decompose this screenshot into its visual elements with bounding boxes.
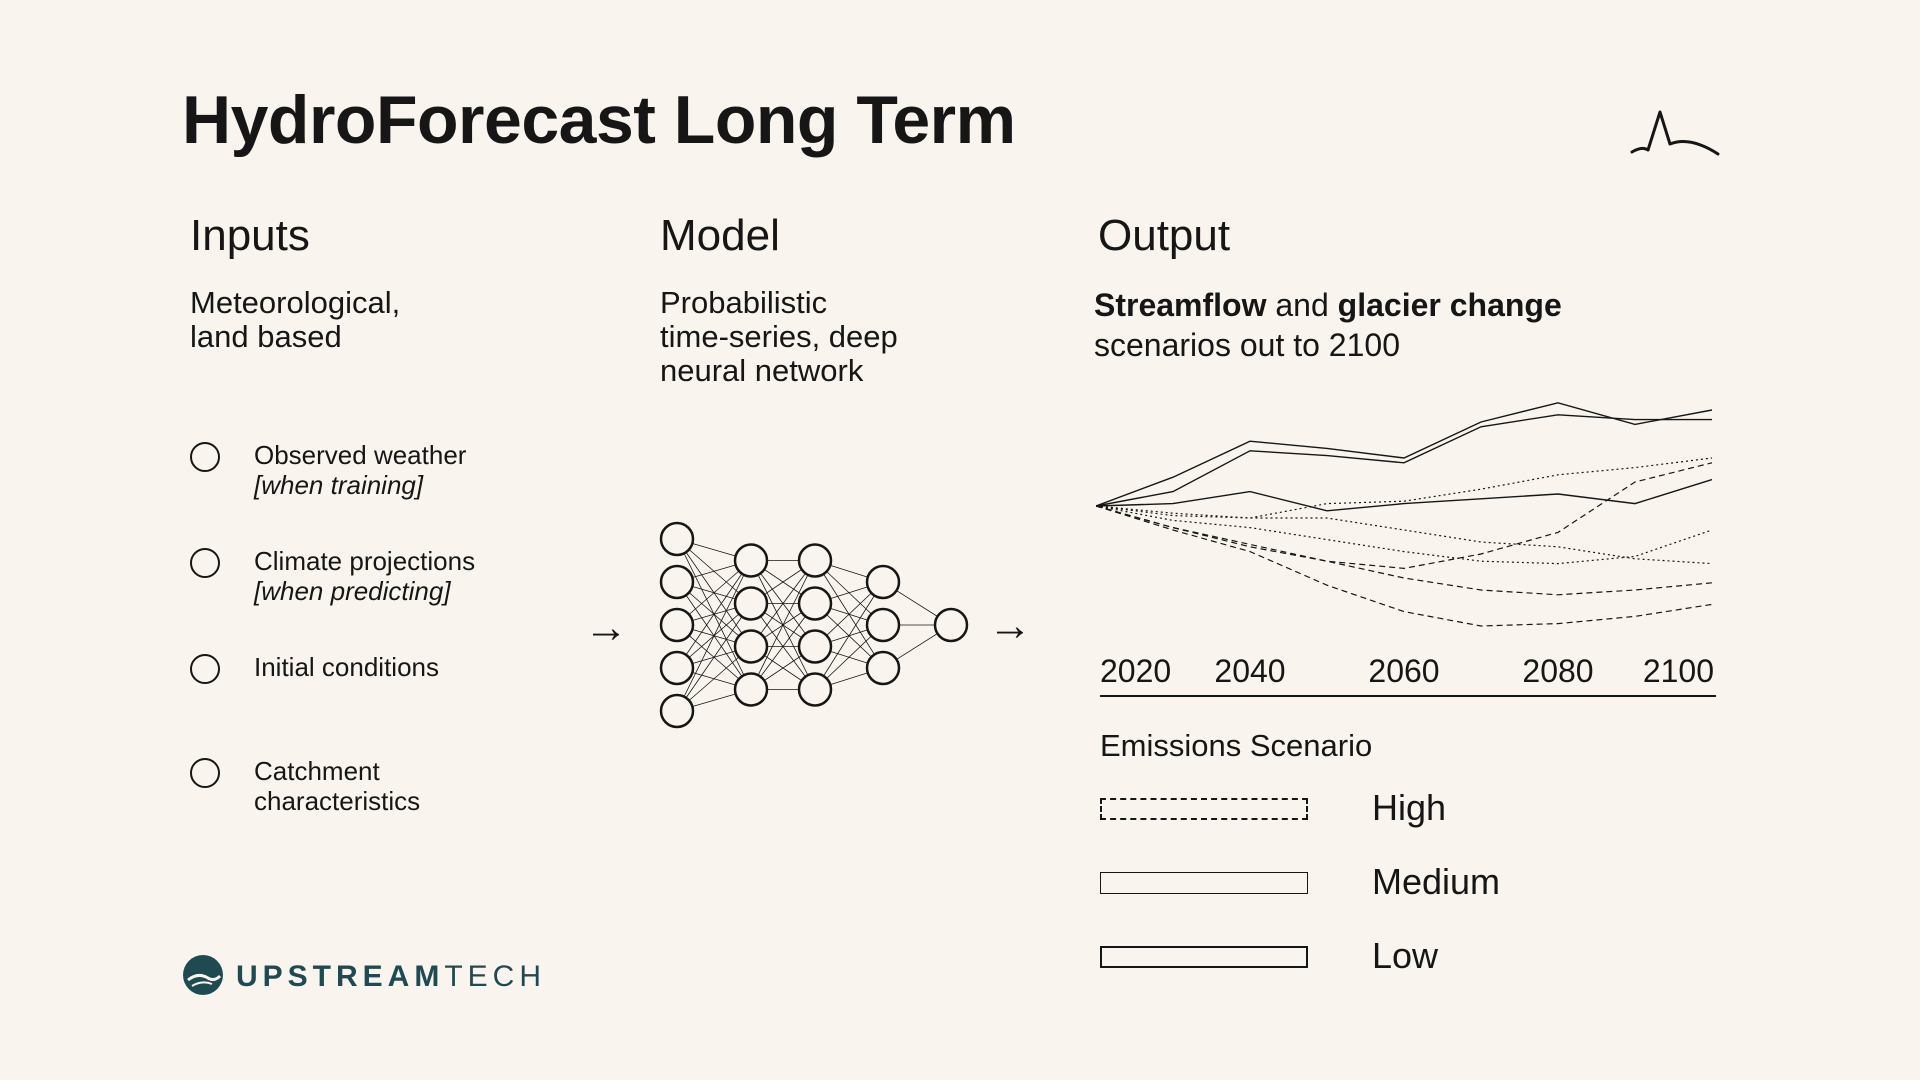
input-item-note: [when predicting]: [254, 576, 451, 606]
scenario-chart: 2020 2040 2060 2080 2100: [1096, 402, 1716, 697]
input-item-initial-conditions: Initial conditions: [190, 650, 550, 720]
circle-icon: [190, 758, 220, 788]
series-line-dashed: [1096, 462, 1713, 570]
nn-node: [797, 543, 833, 578]
glacier-term: glacier change: [1337, 287, 1562, 323]
nn-node: [733, 672, 769, 707]
nn-node: [797, 586, 833, 621]
nn-node: [659, 693, 695, 729]
x-tick-label: 2060: [1368, 653, 1439, 689]
page-title: HydroForecast Long Term: [182, 82, 1016, 158]
thin-swatch: [1100, 872, 1308, 894]
series-line-solid: [1096, 478, 1713, 512]
series-line-dashed: [1096, 505, 1713, 627]
upstream-tech-brand: UPSTREAMTECH: [182, 954, 542, 998]
legend-item-medium: Medium: [1100, 862, 1540, 902]
model-heading: Model: [660, 211, 780, 260]
series-line-dotted: [1096, 505, 1713, 565]
legend-item-low: Low: [1100, 936, 1540, 976]
legend-label: High: [1372, 787, 1447, 828]
input-item-label: Observed weather: [254, 440, 467, 470]
neural-network-diagram: [659, 521, 969, 729]
nn-node: [797, 672, 833, 707]
circle-icon: [190, 654, 220, 684]
input-item-observed-weather: Observed weather [when training]: [190, 438, 550, 508]
inputs-subtitle-line: Meteorological,: [190, 285, 401, 320]
hydrograph-peak-icon: [1630, 110, 1720, 156]
nn-edge: [750, 560, 816, 647]
nn-edge: [750, 560, 816, 690]
nn-node: [733, 629, 769, 664]
output-subtitle: Streamflow and glacier change scenarios …: [1094, 285, 1562, 365]
input-item-catchment: Catchment characteristics: [190, 754, 550, 824]
nn-node: [733, 586, 769, 621]
input-item-label: Catchment: [254, 756, 380, 786]
model-subtitle: Probabilistic time-series, deep neural n…: [660, 286, 898, 388]
x-tick-label: 2020: [1100, 653, 1171, 689]
arrow-right-icon: →: [584, 603, 628, 652]
brand-light: TECH: [444, 960, 547, 993]
legend-title: Emissions Scenario: [1100, 728, 1373, 763]
circle-icon: [190, 548, 220, 578]
nn-edge: [676, 560, 752, 712]
nn-node: [733, 543, 769, 578]
nn-node: [797, 629, 833, 664]
nn-edge: [676, 603, 752, 712]
brand-bold: UPSTREAM: [236, 960, 445, 993]
x-tick-label: 2080: [1522, 653, 1593, 689]
input-item-note: characteristics: [254, 786, 421, 816]
upstream-tech-logo-icon: [183, 955, 223, 995]
series-line-dotted: [1096, 457, 1713, 519]
x-tick-label: 2040: [1214, 653, 1285, 689]
legend-item-high: High: [1100, 788, 1540, 828]
nn-node: [659, 521, 695, 557]
series-line-solid: [1096, 402, 1713, 507]
inputs-subtitle-line: land based: [190, 319, 342, 354]
input-item-climate-projections: Climate projections [when predicting]: [190, 544, 550, 614]
output-heading: Output: [1098, 211, 1231, 260]
input-item-note: [when training]: [254, 470, 424, 500]
model-subtitle-line: neural network: [660, 353, 864, 388]
output-subtitle-line1: Streamflow and glacier change: [1094, 285, 1562, 325]
series-line-solid: [1096, 414, 1712, 507]
solid-swatch: [1100, 946, 1308, 968]
model-subtitle-line: time-series, deep: [660, 319, 898, 354]
legend-label: Medium: [1372, 861, 1501, 902]
series-line-dotted: [1096, 505, 1713, 565]
nn-node: [865, 607, 901, 643]
brand-wordmark: UPSTREAMTECH: [236, 960, 546, 994]
output-subtitle-line2: scenarios out to 2100: [1094, 327, 1400, 363]
model-subtitle-line: Probabilistic: [660, 285, 828, 320]
series-line-dashed: [1096, 505, 1713, 596]
nn-edge: [814, 581, 884, 690]
streamflow-term: Streamflow: [1094, 287, 1267, 323]
nn-node: [659, 650, 695, 686]
input-item-label: Initial conditions: [254, 652, 439, 682]
dashed-swatch: [1100, 798, 1308, 820]
circle-icon: [190, 442, 220, 472]
legend-label: Low: [1372, 935, 1439, 976]
x-tick-label: 2100: [1643, 653, 1714, 689]
output-and: and: [1266, 287, 1338, 323]
nn-node: [659, 607, 695, 643]
nn-node: [865, 564, 901, 600]
nn-edge: [676, 560, 752, 669]
nn-node: [659, 564, 695, 600]
nn-edge: [750, 603, 816, 690]
inputs-subtitle: Meteorological, land based: [190, 286, 400, 354]
inputs-heading: Inputs: [190, 211, 310, 260]
input-item-label: Climate projections: [254, 546, 476, 576]
arrow-right-icon: →: [988, 601, 1032, 650]
nn-node: [865, 650, 901, 686]
nn-node: [933, 607, 969, 643]
